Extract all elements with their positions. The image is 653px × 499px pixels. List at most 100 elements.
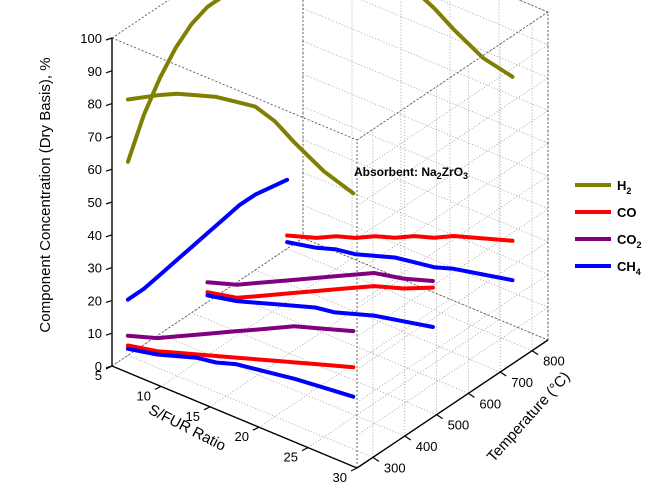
gridline-floor-x [258,298,451,428]
z-tick-mark [372,456,380,462]
series-line-h2 [422,0,515,79]
series-line-h2 [125,91,356,196]
y-tick-mark [105,135,113,139]
series-line-ch4 [125,346,356,399]
x-tick-label: 5 [95,368,102,383]
x-tick-label: 20 [235,429,249,444]
y-tick-label: 30 [88,261,102,276]
gridline-back-y [356,142,549,272]
gridline-back-y [356,274,549,403]
y-tick-label: 70 [88,129,102,144]
gridline-floor-z [127,354,374,458]
series-line-co [125,343,356,370]
y-tick-label: 40 [88,228,102,243]
legend-label: CH4 [617,259,641,277]
x-tick-mark [105,365,113,370]
y-tick-mark [105,70,113,74]
series-line-h2 [125,0,222,164]
y-tick-mark [105,37,113,41]
gridline-floor-x [111,237,304,367]
z-tick-mark [468,392,475,398]
gridline-side-y [439,0,549,46]
gridline-back-y [356,110,549,239]
legend-label: CO [617,205,637,220]
gridline-side-y [302,106,549,210]
series-line-co [285,233,515,243]
x-tick-label: 25 [284,450,298,465]
ticks: 0 10 20 30 40 50 60 70 80 90 100 5 10 15 20 25 30 300 400 5… [80,31,564,485]
z-tick-mark [531,350,539,356]
gridline-back-y [356,77,549,206]
y-tick-label: 50 [88,195,102,210]
gridline-floor-z [223,290,469,394]
y-tick-label: 0 [95,359,102,374]
legend-label: CO2 [617,232,642,250]
y-tick-mark [105,267,113,271]
box-edge [111,37,358,141]
x-tick-mark [350,467,358,472]
y-axis-title: Component Concentration (Dry Basis), % [37,57,54,332]
gridline-back-y [356,175,549,305]
y-tick-mark [105,201,113,205]
y-tick-mark [105,299,113,303]
gridline-side-y [302,139,549,242]
legend-label: H2 [617,178,631,196]
gridline-side-y [302,73,549,177]
gridline-floor-z [159,333,405,437]
gridline-back-y [356,306,549,436]
y-tick-label: 20 [88,293,102,308]
gridline-back-y [356,11,549,141]
z-axis-line [356,339,549,469]
grid [111,0,549,469]
y-tick-mark [105,103,113,107]
z-tick-label: 800 [543,354,565,369]
annotation-absorbent: Absorbent: Na2ZrO3 [354,165,468,181]
y-tick-mark [105,234,113,238]
gridline-back-y [356,44,549,174]
y-tick-label: 10 [88,326,102,341]
x-axis-line [111,365,358,469]
y-tick-label: 80 [88,97,102,112]
series-line-co2 [125,324,356,341]
gridline-side-y [302,204,549,308]
gridline-floor-x [160,258,353,387]
gridline-floor-z [286,248,533,352]
y-tick-label: 100 [80,31,102,46]
gridline-side-y [360,0,549,78]
y-tick-mark [105,168,113,172]
x-tick-mark [154,385,162,390]
series-line-ch4 [205,293,435,329]
gridline-back-y [356,241,549,370]
series-group [125,0,515,399]
gridline-floor-x [307,319,500,448]
z-tick-mark [499,371,507,377]
z-tick-mark [436,414,443,420]
x-tick-mark [301,447,309,452]
series-line-co2 [205,271,435,287]
x-tick-label: 30 [333,470,347,485]
gridline-floor-x [209,278,402,408]
z-tick-label: 400 [416,439,438,454]
legend: H2 CO CO2 CH4 [575,178,642,277]
series-line-ch4 [285,240,515,283]
z-tick-label: 300 [384,460,406,475]
z-tick-mark [404,435,412,441]
y-tick-label: 90 [88,64,102,79]
x-tick-label: 15 [186,409,200,424]
z-tick-label: 500 [448,418,470,433]
gridline-side-y [302,172,549,275]
series-line-ch4 [125,177,290,302]
y-tick-label: 60 [88,162,102,177]
gridline-side-y [302,40,549,144]
gridline-side-y [302,8,549,111]
z-tick-label: 700 [511,375,533,390]
gridline-back-y [356,208,549,338]
x-tick-label: 10 [137,388,151,403]
z-tick-label: 600 [479,396,501,411]
x-tick-mark [203,406,211,411]
gridline-floor-z [255,269,501,373]
series-line-co [205,284,435,300]
x-tick-mark [252,426,260,431]
y-tick-mark [105,332,113,336]
